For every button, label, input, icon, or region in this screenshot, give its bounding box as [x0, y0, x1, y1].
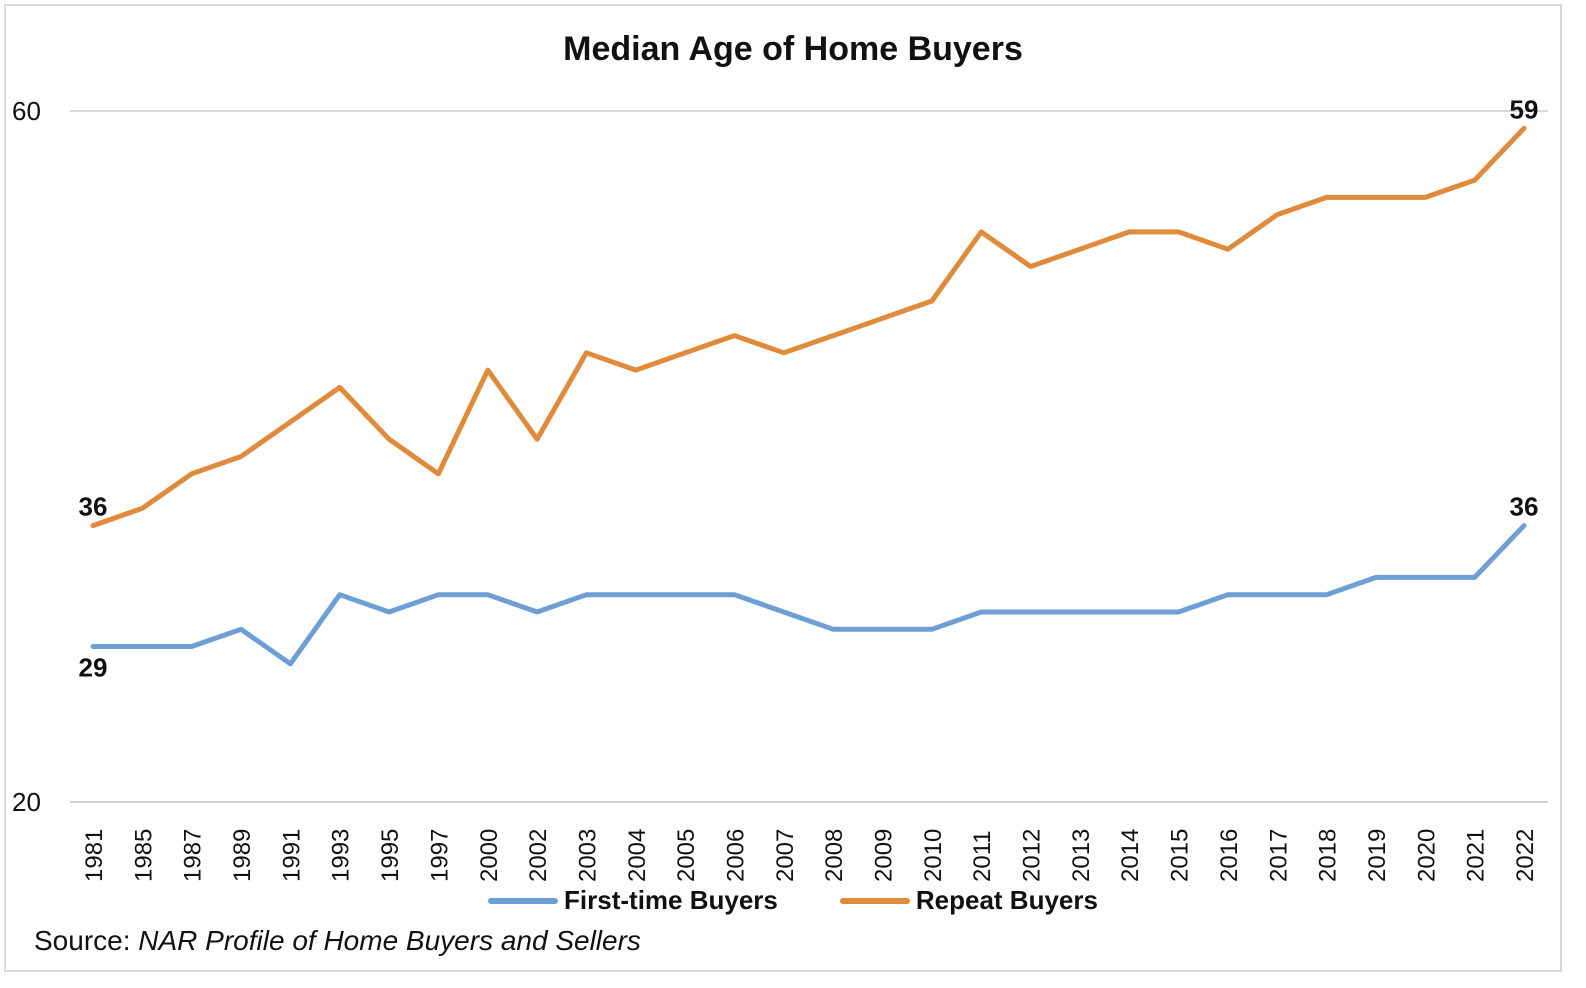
legend-item-first-time: First-time Buyers — [488, 885, 778, 916]
legend-swatch-repeat — [839, 897, 910, 904]
legend-swatch-first-time — [488, 897, 559, 904]
x-tick-label: 1989 — [229, 829, 256, 882]
x-tick-label: 2017 — [1265, 829, 1292, 882]
x-tick-label: 2006 — [722, 829, 749, 882]
series-line-first-time — [90, 523, 1527, 667]
x-tick-label: 2004 — [624, 829, 651, 882]
chart-title: Median Age of Home Buyers — [563, 30, 1023, 68]
x-tick-label: 2010 — [920, 829, 947, 882]
x-tick-label: 2012 — [1019, 829, 1046, 882]
x-tick-label: 1995 — [377, 829, 404, 882]
x-tick-label: 2005 — [673, 829, 700, 882]
data-label: 29 — [79, 653, 108, 683]
x-tick-label: 2016 — [1216, 829, 1243, 882]
x-tick-label: 2015 — [1167, 829, 1194, 882]
legend-label-repeat: Repeat Buyers — [915, 885, 1098, 915]
source-title: NAR Profile of Home Buyers and Sellers — [138, 925, 641, 956]
x-tick-label: 2019 — [1364, 829, 1391, 882]
source-note: Source: NAR Profile of Home Buyers and S… — [34, 925, 641, 957]
x-tick-label: 1981 — [81, 829, 108, 882]
y-tick-label: 60 — [12, 96, 41, 126]
x-tick-label: 2002 — [525, 829, 552, 882]
x-tick-label: 1997 — [426, 829, 453, 882]
x-tick-label: 2014 — [1117, 829, 1144, 882]
data-label: 36 — [79, 492, 108, 522]
x-tick-label: 2009 — [871, 829, 898, 882]
x-tick-label: 2020 — [1413, 829, 1440, 882]
data-label: 59 — [1510, 94, 1539, 124]
legend-label-first-time: First-time Buyers — [564, 885, 778, 915]
x-tick-label: 2011 — [969, 830, 996, 882]
y-tick-label: 20 — [12, 787, 41, 817]
series-line-repeat — [90, 125, 1527, 529]
x-tick-label: 2022 — [1512, 829, 1539, 882]
source-prefix: Source: — [34, 925, 139, 956]
chart-legend: First-time Buyers Repeat Buyers — [0, 885, 1586, 916]
x-tick-label: 2013 — [1068, 829, 1095, 882]
legend-item-repeat: Repeat Buyers — [839, 885, 1098, 916]
x-tick-label: 2021 — [1463, 829, 1490, 882]
x-tick-label: 1991 — [278, 829, 305, 882]
x-tick-label: 1985 — [130, 829, 157, 882]
chart-frame — [4, 4, 1562, 972]
x-tick-label: 2003 — [574, 829, 601, 882]
data-label: 36 — [1510, 492, 1539, 522]
x-tick-label: 2018 — [1315, 829, 1342, 882]
x-tick-label: 1987 — [180, 829, 207, 882]
x-tick-label: 2008 — [821, 829, 848, 882]
x-tick-label: 2007 — [772, 829, 799, 882]
x-tick-label: 1993 — [328, 829, 355, 882]
x-tick-label: 2000 — [476, 829, 503, 882]
